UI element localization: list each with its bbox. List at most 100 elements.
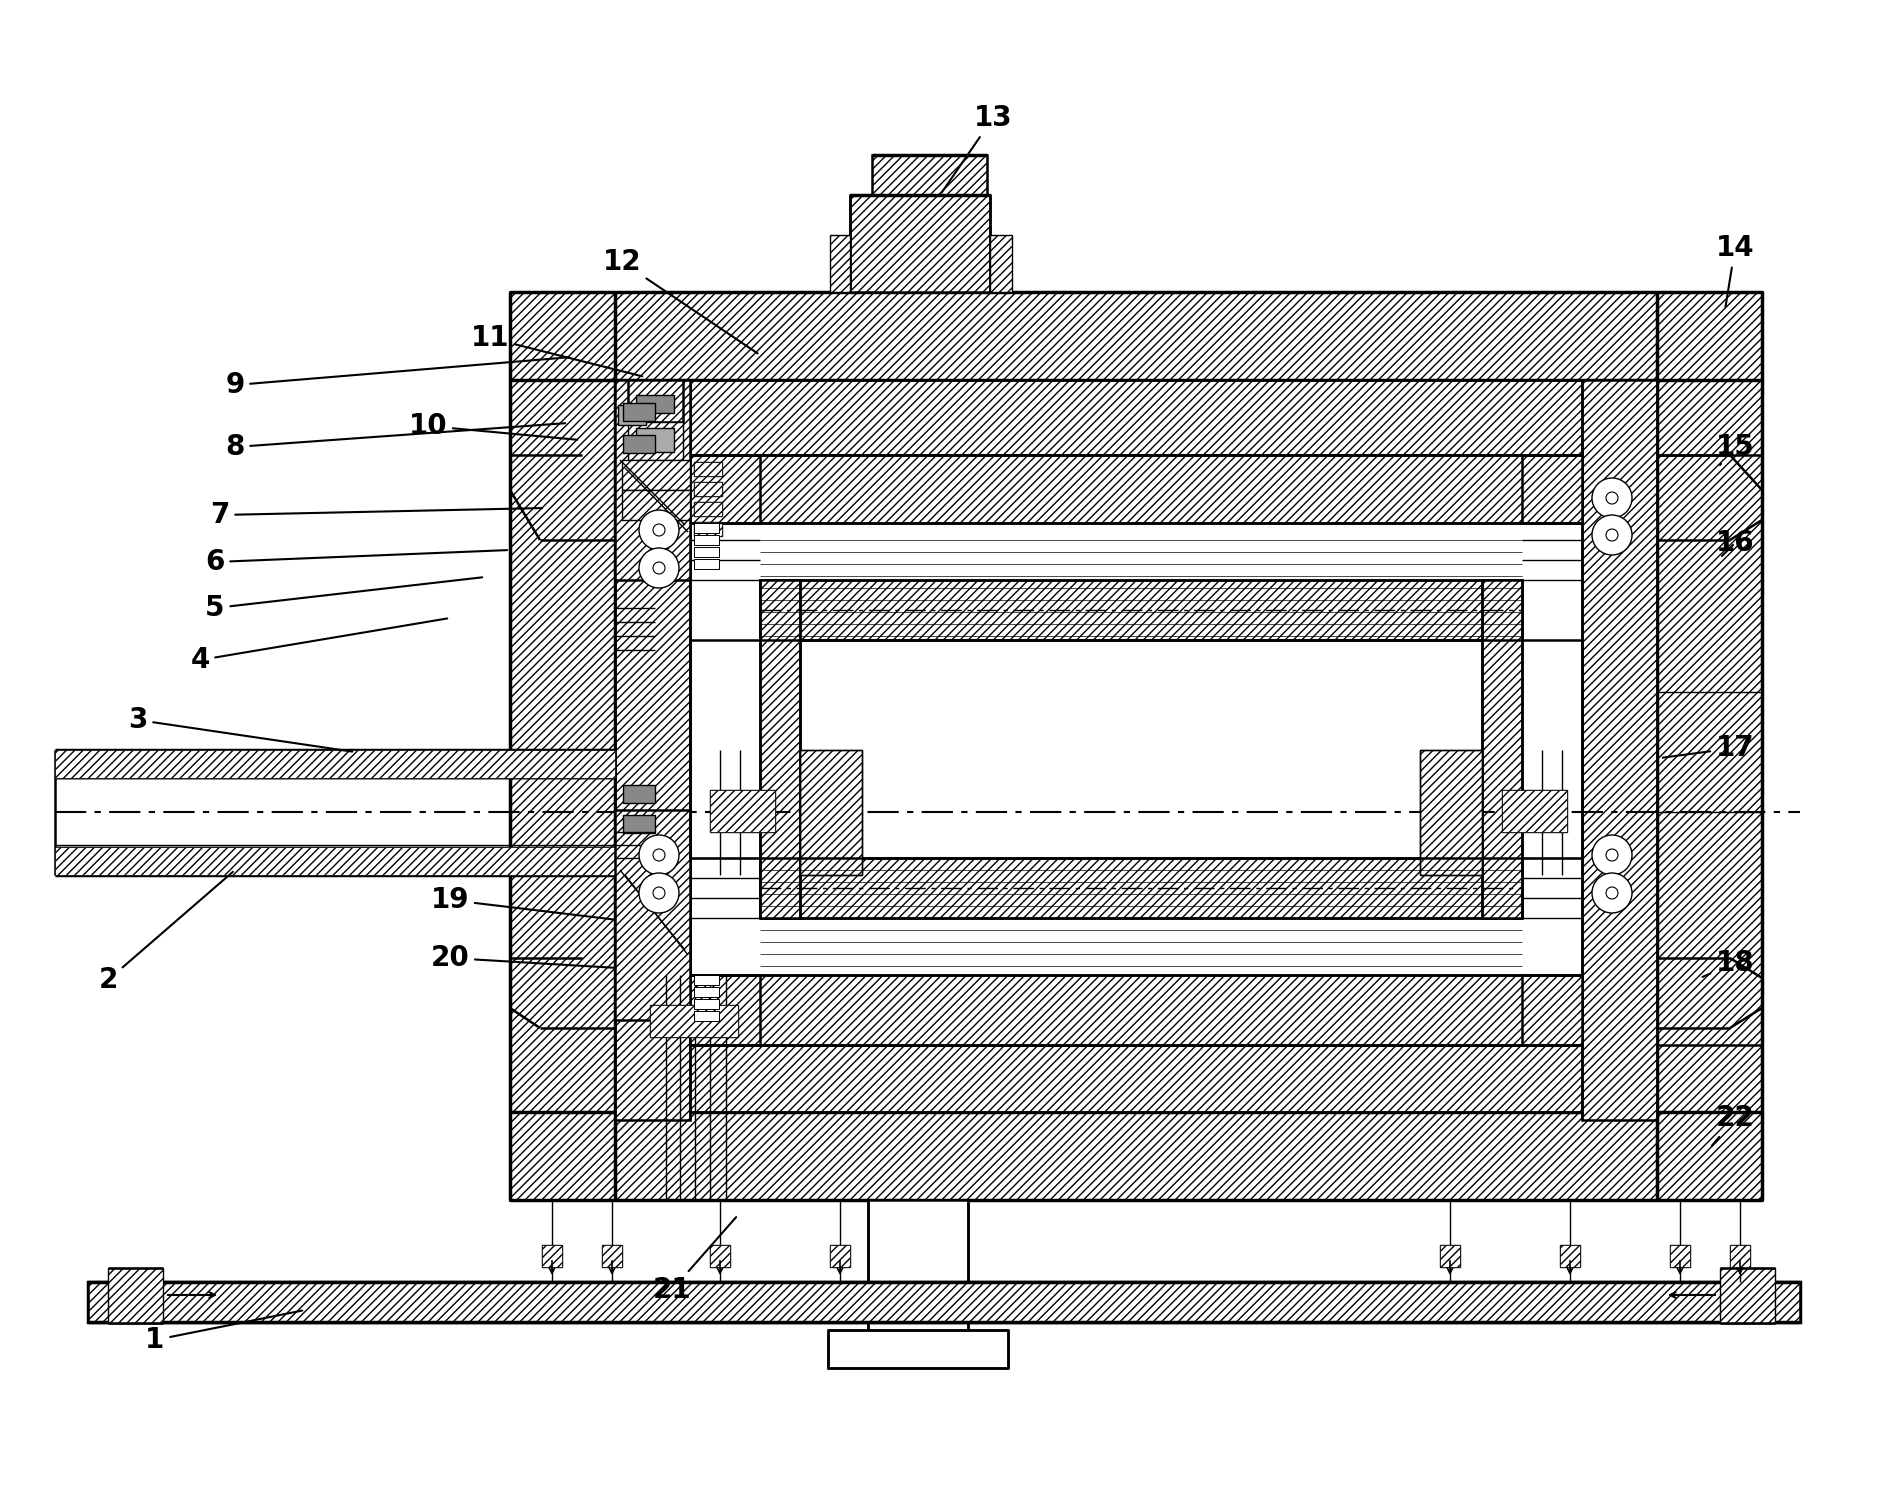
Circle shape (654, 887, 665, 898)
Text: 17: 17 (1664, 734, 1754, 762)
Bar (759, 580, 1522, 640)
Bar (89, 1283, 1799, 1322)
Bar (850, 194, 989, 292)
Text: 15: 15 (1716, 434, 1754, 465)
Text: 20: 20 (431, 943, 616, 972)
Bar (872, 155, 987, 292)
Bar (622, 460, 690, 490)
Text: 10: 10 (409, 413, 577, 440)
Bar (614, 810, 690, 1020)
Bar (1439, 1245, 1460, 1266)
Bar (759, 858, 1522, 918)
Bar (624, 785, 656, 803)
Bar (693, 999, 720, 1009)
Bar (831, 1245, 850, 1266)
Bar (693, 502, 722, 516)
Text: 12: 12 (603, 248, 757, 353)
Text: 2: 2 (98, 872, 234, 994)
Bar (693, 522, 722, 537)
Circle shape (1592, 836, 1632, 875)
Bar (543, 1245, 561, 1266)
Text: 3: 3 (128, 706, 352, 752)
Bar (622, 490, 690, 520)
Bar (614, 380, 690, 580)
Bar (827, 1331, 1008, 1368)
Bar (693, 1011, 720, 1021)
Circle shape (654, 849, 665, 861)
Bar (637, 395, 674, 413)
Text: 14: 14 (1716, 235, 1754, 308)
Bar (1421, 750, 1483, 875)
Bar (650, 1005, 739, 1038)
Bar (637, 428, 674, 451)
Bar (759, 580, 801, 918)
Bar (693, 481, 722, 496)
Bar (511, 1112, 1762, 1200)
Bar (693, 481, 722, 496)
Text: 18: 18 (1703, 949, 1754, 978)
Bar (690, 454, 1583, 523)
Bar (1730, 1245, 1750, 1266)
Bar (55, 750, 614, 777)
Bar (1669, 1245, 1690, 1266)
Bar (627, 422, 684, 460)
Circle shape (1605, 529, 1618, 541)
Bar (693, 987, 720, 997)
Bar (107, 1268, 164, 1323)
Bar (55, 848, 614, 875)
Bar (710, 1245, 729, 1266)
Circle shape (639, 873, 678, 913)
Bar (693, 547, 720, 558)
Bar (693, 462, 722, 475)
Bar (1483, 580, 1522, 918)
Bar (690, 975, 1583, 1045)
Bar (869, 1200, 968, 1365)
Text: 11: 11 (471, 324, 642, 377)
Bar (1730, 1245, 1750, 1266)
Bar (710, 789, 774, 833)
Bar (1669, 1245, 1690, 1266)
Bar (801, 750, 863, 875)
Bar (693, 502, 722, 516)
Text: 22: 22 (1713, 1103, 1754, 1145)
Circle shape (1605, 887, 1618, 898)
Bar (693, 535, 720, 546)
Bar (614, 1045, 1658, 1112)
Bar (627, 380, 684, 422)
Circle shape (639, 836, 678, 875)
Bar (55, 750, 614, 777)
Bar (89, 1283, 1799, 1322)
Text: 19: 19 (431, 887, 616, 919)
Bar (618, 405, 646, 425)
Bar (614, 380, 690, 1120)
Text: 21: 21 (652, 1217, 737, 1304)
Bar (1439, 1245, 1460, 1266)
Bar (831, 1245, 850, 1266)
Circle shape (1605, 492, 1618, 504)
Circle shape (654, 562, 665, 574)
Bar (710, 789, 774, 833)
Bar (1583, 380, 1658, 1120)
Text: 7: 7 (211, 501, 543, 529)
Text: 6: 6 (205, 549, 507, 576)
Bar (55, 848, 614, 875)
Bar (603, 1245, 622, 1266)
Circle shape (639, 549, 678, 588)
Text: 13: 13 (942, 105, 1012, 193)
Bar (831, 235, 850, 292)
Bar (1502, 789, 1567, 833)
Bar (624, 435, 656, 453)
Bar (710, 1245, 729, 1266)
Bar (624, 404, 656, 422)
Bar (1560, 1245, 1581, 1266)
Circle shape (1592, 514, 1632, 555)
Circle shape (1605, 849, 1618, 861)
Circle shape (1592, 478, 1632, 517)
Text: 5: 5 (205, 577, 482, 622)
Circle shape (639, 510, 678, 550)
Bar (693, 522, 722, 537)
Text: 4: 4 (190, 619, 447, 674)
Bar (614, 380, 1658, 454)
Bar (624, 815, 656, 833)
Bar (543, 1245, 561, 1266)
